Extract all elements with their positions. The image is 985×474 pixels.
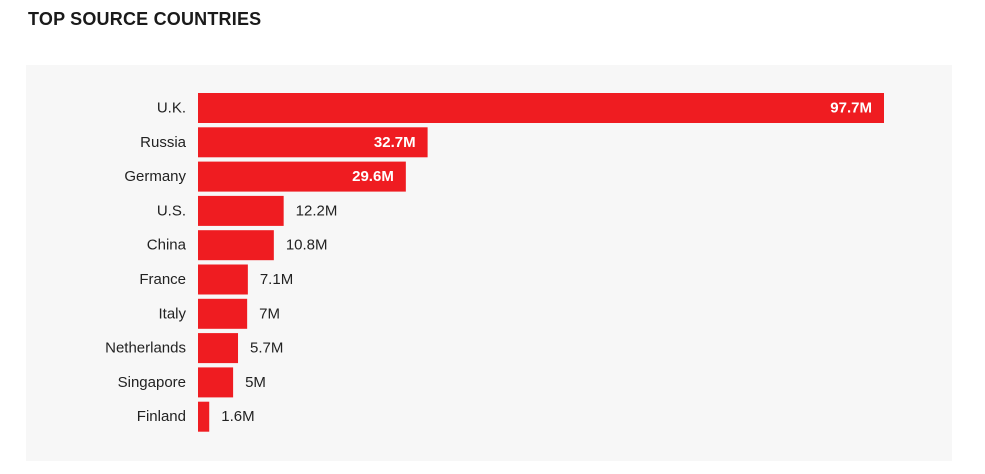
category-label: U.K. [157, 100, 186, 117]
value-label: 5M [245, 374, 266, 391]
value-label: 97.7M [830, 100, 872, 117]
category-label: U.S. [157, 202, 186, 219]
bar-chart: U.K. 97.7M Russia 32.7M Germany 29.6M U.S. 12.2… [105, 93, 884, 432]
chart-title: TOP SOURCE COUNTRIES [28, 9, 262, 29]
category-label: France [139, 271, 186, 288]
category-label: Italy [158, 305, 186, 322]
bar [198, 367, 234, 398]
bar [198, 161, 406, 192]
value-label: 7.1M [260, 271, 293, 288]
bar [198, 127, 428, 158]
value-label: 7M [259, 305, 280, 322]
bar [198, 264, 248, 295]
value-label: 12.2M [296, 202, 338, 219]
value-label: 10.8M [286, 237, 328, 254]
value-label: 29.6M [352, 168, 394, 185]
bar [198, 298, 248, 329]
chart-panel: U.K. 97.7M Russia 32.7M Germany 29.6M U.S. 12.2… [26, 65, 952, 461]
category-label: Netherlands [105, 340, 186, 357]
category-label: Singapore [118, 374, 186, 391]
value-label: 1.6M [221, 408, 254, 425]
bar [198, 230, 274, 261]
value-label: 5.7M [250, 340, 283, 357]
bar [198, 333, 239, 364]
bar [198, 195, 284, 226]
value-label: 32.7M [374, 134, 416, 151]
category-label: China [147, 237, 187, 254]
category-label: Germany [124, 168, 186, 185]
category-label: Russia [140, 134, 187, 151]
bar [198, 401, 210, 432]
category-label: Finland [137, 408, 186, 425]
bar [198, 93, 884, 123]
